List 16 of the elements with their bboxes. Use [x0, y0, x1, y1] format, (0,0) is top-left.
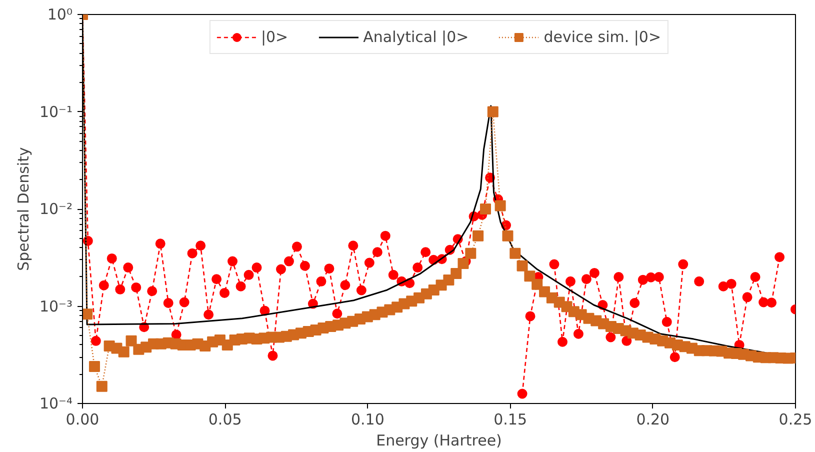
x-tick-label: 0.25: [778, 410, 812, 428]
y-tick-label: 10⁰: [47, 6, 73, 24]
legend-label: device sim. |0>: [544, 28, 662, 46]
x-tick-label: 0.15: [494, 410, 528, 428]
x-tick-label: 0.20: [636, 410, 670, 428]
x-tick-label: 0.10: [351, 410, 384, 428]
x-tick-label: 0.05: [208, 410, 242, 428]
y-tick-label: 10⁻³: [39, 297, 73, 316]
y-axis-title: Spectral Density: [14, 147, 32, 271]
x-axis-title: Energy (Hartree): [376, 432, 502, 450]
y-tick-label: 10⁻¹: [39, 102, 73, 121]
y-tick-label: 10⁻⁴: [39, 394, 73, 412]
legend-label: |0>: [260, 28, 288, 46]
x-tick-label: 0.00: [66, 410, 100, 428]
y-tick-label: 10⁻²: [39, 200, 73, 218]
legend-label: Analytical |0>: [363, 28, 469, 46]
